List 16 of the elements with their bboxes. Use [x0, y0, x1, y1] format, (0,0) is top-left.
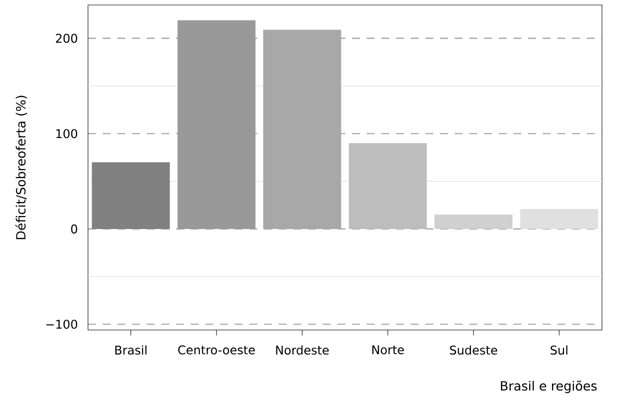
y-tick-label: −100 — [46, 320, 78, 329]
y-tick-label: 200 — [56, 34, 78, 43]
y-axis-title: Déficit/Sobreoferta (%) — [15, 96, 28, 240]
bar — [520, 208, 598, 229]
x-tick-label: Centro-oeste — [178, 345, 255, 354]
x-tick-label: Sul — [550, 345, 568, 355]
x-tick-label: Nordeste — [276, 345, 329, 355]
y-tick-label: 0 — [71, 224, 78, 234]
x-tick-label: Brasil — [115, 345, 146, 355]
x-tick-label: Sudeste — [450, 345, 498, 355]
x-axis-title: Brasil e regiões — [500, 380, 597, 394]
bar — [92, 162, 170, 229]
bar — [348, 143, 427, 229]
bar — [434, 214, 512, 229]
x-tick-label: Norte — [372, 345, 404, 354]
y-tick-label: 100 — [56, 129, 78, 138]
